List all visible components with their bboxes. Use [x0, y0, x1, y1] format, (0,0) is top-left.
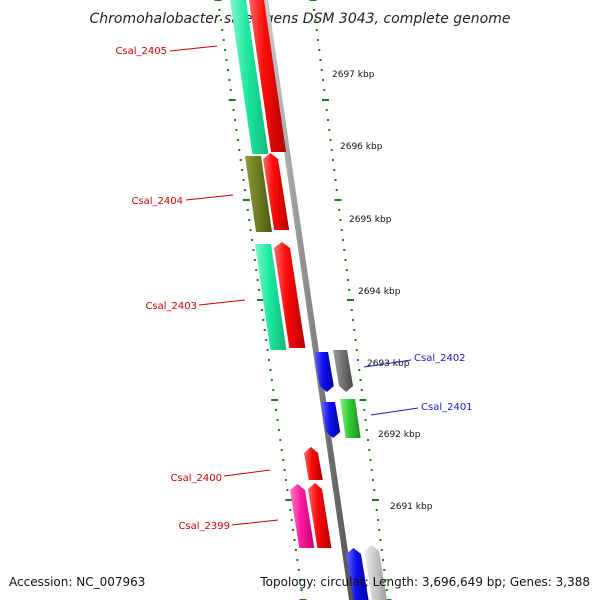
- gene-red-feature-5[interactable]: [308, 483, 332, 548]
- gene-csal-2401-feature[interactable]: [321, 402, 341, 438]
- kbp-label: 2696 kbp: [340, 142, 383, 152]
- kbp-scale: 2697 kbp 2696 kbp 2695 kbp 2694 kbp 2693…: [332, 70, 433, 512]
- gene-labels: Csal_2405 Csal_2404 Csal_2403 Csal_2402 …: [115, 45, 473, 532]
- map-title: Chromohalobacter salexigens DSM 3043, co…: [90, 11, 511, 27]
- gene-csal-2402-feature[interactable]: [314, 352, 334, 392]
- gene-red-feature-2[interactable]: [263, 153, 290, 230]
- gene-label-csal-2405[interactable]: Csal_2405: [115, 46, 167, 57]
- gene-red-feature-1[interactable]: [249, 0, 287, 152]
- kbp-label: 2697 kbp: [332, 70, 375, 80]
- gene-csal-2403-feature[interactable]: [255, 244, 287, 350]
- kbp-label: 2695 kbp: [349, 215, 392, 225]
- kbp-label: 2692 kbp: [378, 430, 421, 440]
- kbp-label: 2694 kbp: [358, 287, 401, 297]
- gene-label-csal-2404[interactable]: Csal_2404: [131, 196, 183, 207]
- accession-text: Accession: NC_007963: [9, 575, 145, 589]
- gene-features: [230, 0, 387, 600]
- gene-label-csal-2399[interactable]: Csal_2399: [178, 521, 230, 532]
- gene-csal-2401-green-feature[interactable]: [340, 399, 361, 438]
- tick-marks: [214, 0, 392, 600]
- kbp-label: 2691 kbp: [390, 502, 433, 512]
- gene-csal-2399-feature[interactable]: [290, 484, 315, 548]
- gene-red-feature-4[interactable]: [304, 447, 323, 480]
- gene-bottom-blue-feature[interactable]: [346, 548, 369, 600]
- gene-csal-2402-gray-feature[interactable]: [333, 350, 354, 392]
- gene-red-feature-3[interactable]: [274, 242, 306, 348]
- gene-csal-2404-feature[interactable]: [245, 156, 273, 232]
- gene-bottom-gray-feature[interactable]: [364, 545, 387, 600]
- gene-label-csal-2402[interactable]: Csal_2402: [414, 353, 466, 364]
- gene-label-csal-2400[interactable]: Csal_2400: [170, 473, 222, 484]
- genome-summary-text: Topology: circular; Length: 3,696,649 bp…: [259, 575, 590, 589]
- gene-label-csal-2401[interactable]: Csal_2401: [421, 402, 473, 413]
- gene-label-csal-2403[interactable]: Csal_2403: [145, 301, 197, 312]
- kbp-label: 2693 kbp: [367, 359, 410, 369]
- gene-csal-2405-feature[interactable]: [230, 0, 269, 154]
